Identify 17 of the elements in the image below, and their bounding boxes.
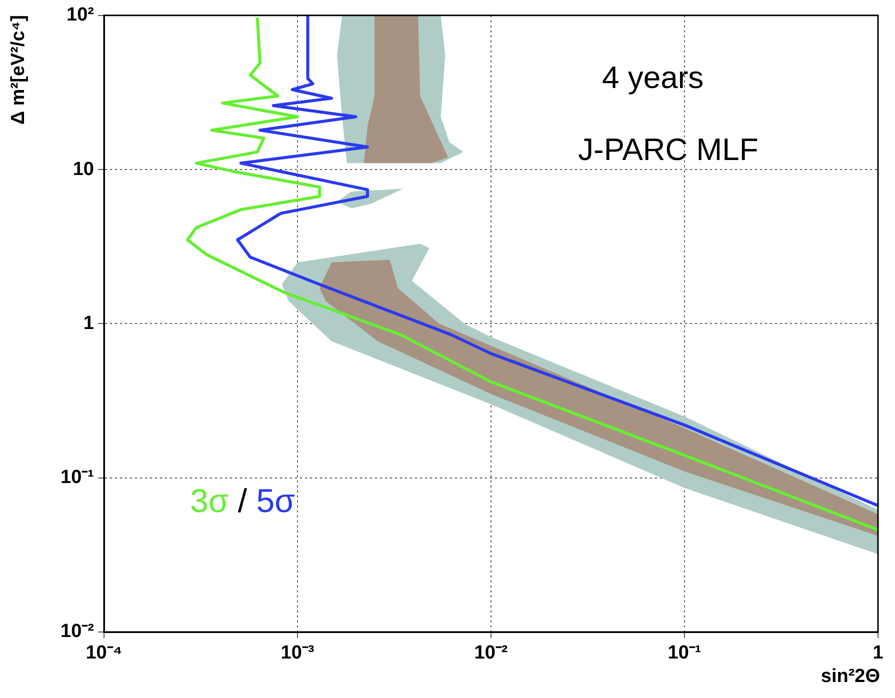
x-tick-label: 10⁻⁴ <box>86 642 122 664</box>
y-tick-label: 10 <box>72 158 94 180</box>
annotation: / <box>236 482 248 519</box>
text: 3σ <box>190 482 229 519</box>
y-tick-label: 10² <box>66 4 94 26</box>
y-axis-title: Δ m²[eV²/c⁴] <box>8 15 30 126</box>
annotation: 4 years <box>602 60 704 96</box>
x-tick-label: 1 <box>872 642 884 664</box>
x-tick-label: 10⁻² <box>474 642 508 664</box>
x-tick-label: 10⁻¹ <box>668 642 702 664</box>
x-axis-title: sin²2Θ <box>820 666 880 688</box>
text: 5σ <box>256 482 295 519</box>
y-tick-label: 1 <box>83 312 94 334</box>
x-tick-label: 10⁻³ <box>280 642 314 664</box>
annotation: J-PARC MLF <box>578 132 758 168</box>
y-tick-label: 10⁻² <box>60 621 94 642</box>
y-tick-label: 10⁻¹ <box>60 467 94 488</box>
